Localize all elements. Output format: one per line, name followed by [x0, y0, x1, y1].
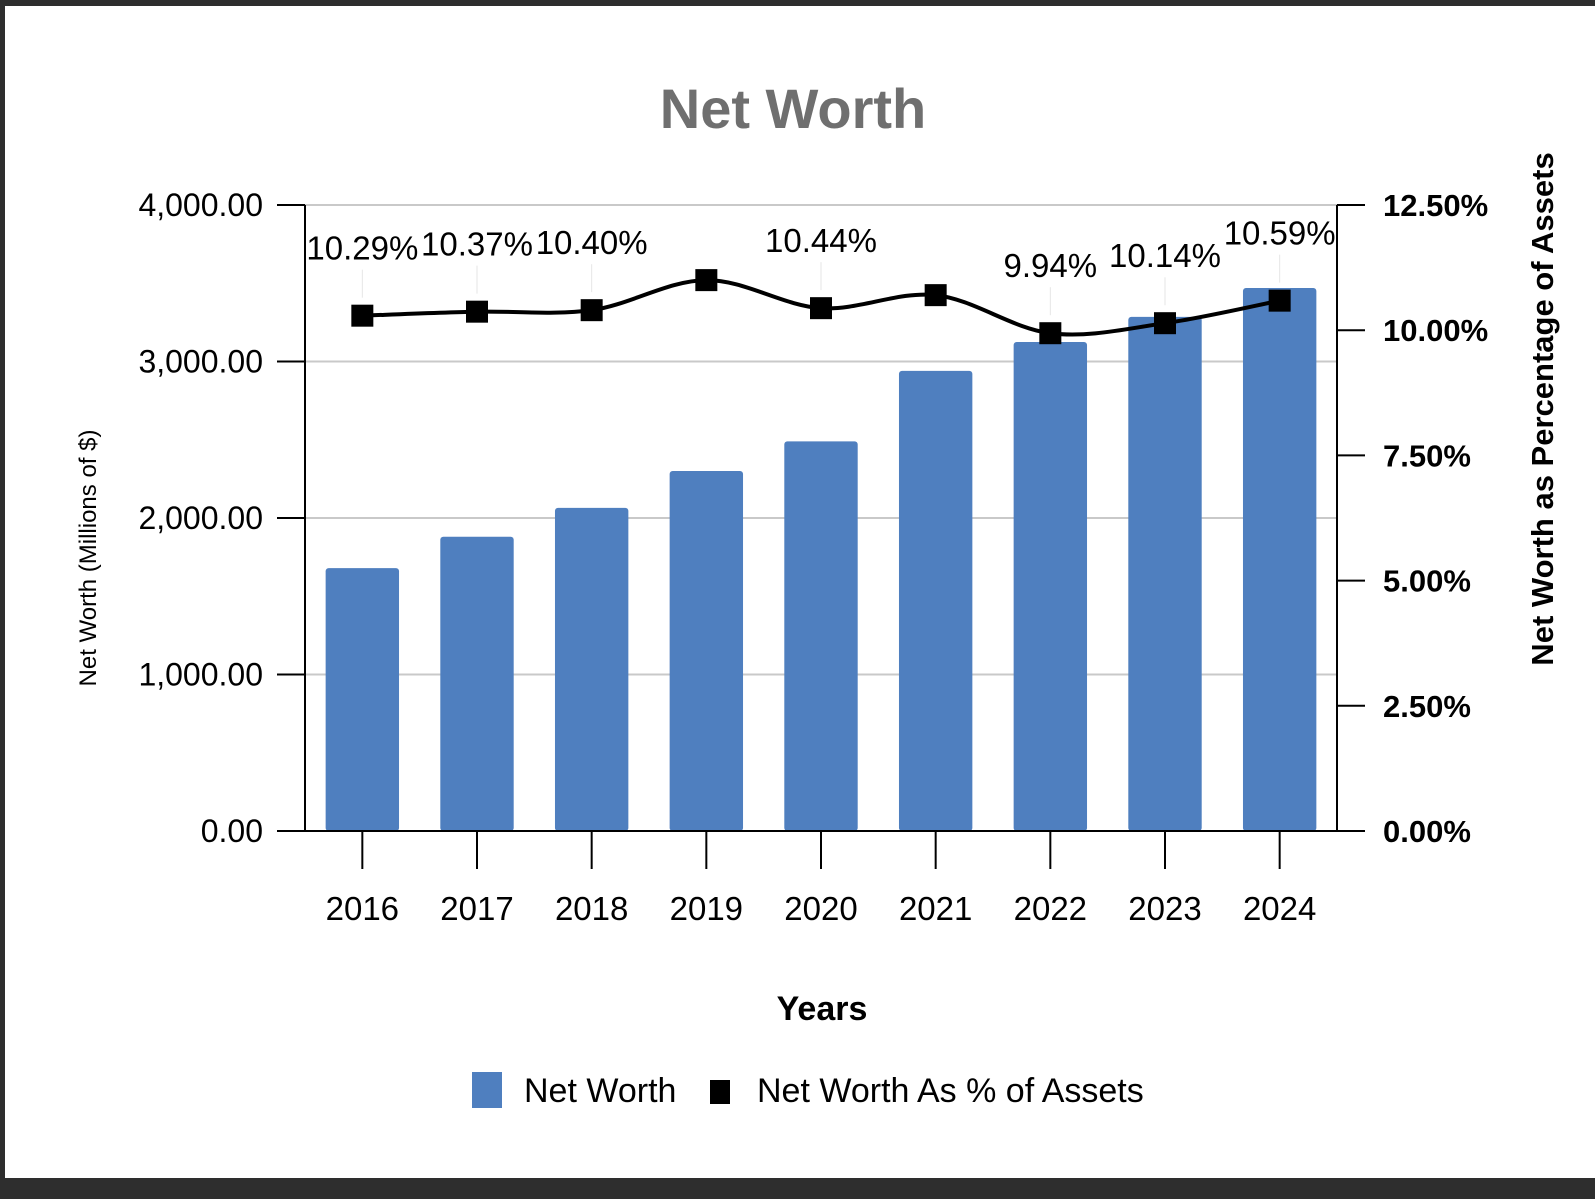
- y-axis-label: Net Worth (Millions of $): [75, 430, 102, 687]
- bars: [325, 287, 1317, 832]
- y2-tick-label: 5.00%: [1383, 564, 1471, 599]
- y2-tick-label: 2.50%: [1383, 689, 1471, 724]
- bar: [440, 536, 514, 831]
- legend: Net Worth Net Worth As % of Assets: [472, 1072, 1144, 1110]
- data-label: 10.40%: [536, 224, 648, 261]
- bar: [669, 471, 744, 831]
- y2-tick-label: 12.50%: [1383, 188, 1488, 223]
- chart-frame: Net Worth 0.00 1,000.00 2,000.00 3,000.00 4,…: [5, 6, 1595, 1178]
- y-tick-label: 2,000.00: [138, 500, 263, 536]
- line-point: [580, 299, 603, 322]
- bar: [784, 441, 858, 831]
- y2-tick-label: 7.50%: [1383, 438, 1471, 473]
- net-worth-chart: Net Worth 0.00 1,000.00 2,000.00 3,000.00 4,…: [75, 77, 1560, 1110]
- data-label: 9.94%: [1004, 247, 1098, 284]
- line-point: [695, 269, 718, 292]
- bar: [1128, 316, 1202, 832]
- line-point: [1268, 289, 1291, 312]
- x-tick-label: 2018: [555, 890, 628, 927]
- line-point: [1154, 312, 1176, 335]
- y-tick-label: 3,000.00: [138, 344, 263, 380]
- bar: [554, 507, 629, 831]
- line-point: [351, 304, 374, 327]
- chart-title: Net Worth: [660, 77, 927, 140]
- line-point: [1039, 322, 1062, 345]
- legend-swatch-percent: [710, 1080, 730, 1104]
- x-tick-label: 2023: [1128, 890, 1201, 927]
- x-tick-label: 2024: [1243, 890, 1316, 927]
- bar: [1242, 287, 1317, 831]
- y-tick-label: 4,000.00: [138, 187, 263, 223]
- bar: [325, 568, 400, 831]
- data-label: 10.29%: [306, 230, 418, 267]
- line-point: [810, 297, 832, 320]
- line-point: [466, 300, 488, 323]
- axes: 0.00 1,000.00 2,000.00 3,000.00 4,000.00 0.00…: [138, 187, 1488, 927]
- bar: [1013, 341, 1088, 831]
- x-tick-label: 2016: [326, 890, 399, 927]
- bar: [898, 370, 973, 831]
- line-point: [924, 284, 947, 307]
- x-tick-label: 2017: [440, 890, 513, 927]
- legend-label-net-worth: Net Worth: [524, 1072, 676, 1110]
- y-tick-label: 0.00: [201, 813, 263, 849]
- y2-tick-label: 0.00%: [1383, 814, 1471, 849]
- x-tick-label: 2021: [899, 890, 972, 927]
- legend-label-percent: Net Worth As % of Assets: [757, 1072, 1144, 1110]
- legend-swatch-net-worth: [472, 1072, 502, 1108]
- data-label: 10.44%: [765, 222, 877, 259]
- data-label: 10.59%: [1224, 215, 1336, 252]
- x-axis-label: Years: [777, 990, 868, 1028]
- percentage-line: 10.29% 10.37% 10.40% 10.44% 9.94% 10.14%10.59…: [306, 215, 1336, 345]
- x-tick-label: 2020: [784, 890, 857, 927]
- y2-tick-label: 10.00%: [1383, 313, 1488, 348]
- x-tick-label: 2019: [670, 890, 743, 927]
- y-tick-label: 1,000.00: [138, 657, 263, 693]
- x-tick-label: 2022: [1014, 890, 1087, 927]
- data-label: 10.37%: [421, 226, 533, 263]
- data-label: 10.14%: [1109, 237, 1221, 274]
- y2-axis-label: Net Worth as Percentage of Assets: [1525, 152, 1560, 665]
